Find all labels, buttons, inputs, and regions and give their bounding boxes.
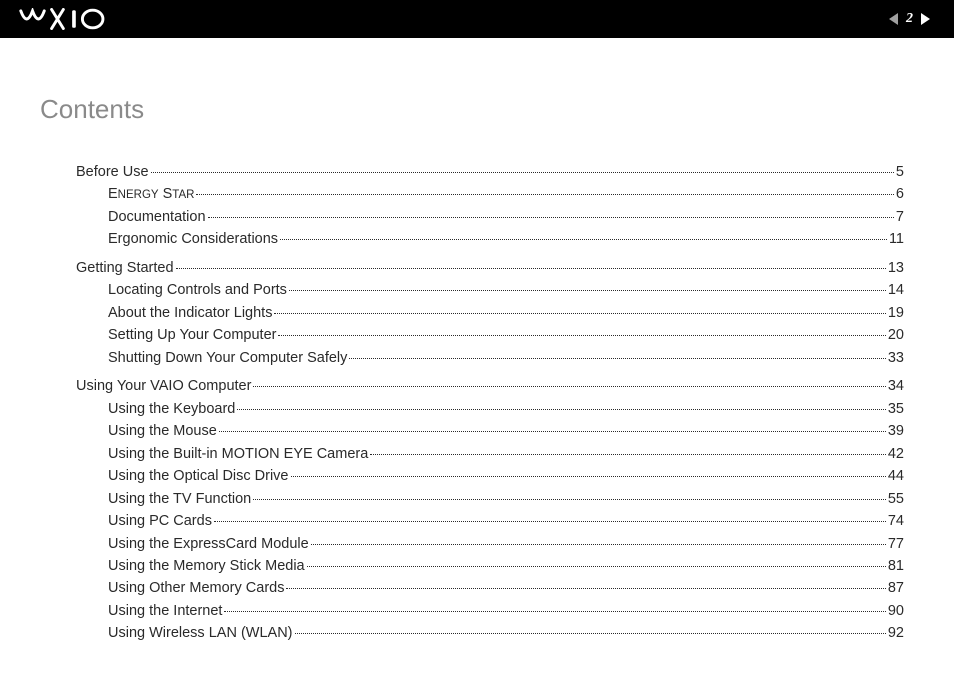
toc-label: Using the Optical Disc Drive (108, 465, 289, 487)
toc-label: Using the Internet (108, 600, 222, 622)
prev-page-arrow-icon[interactable] (889, 13, 898, 25)
toc-page-number: 39 (888, 420, 904, 442)
toc-leader (176, 268, 886, 269)
toc-page-number: 77 (888, 533, 904, 555)
toc-leader (208, 217, 894, 218)
toc-page-number: 42 (888, 443, 904, 465)
toc-label: Before Use (76, 161, 149, 183)
next-page-arrow-icon[interactable] (921, 13, 930, 25)
toc-label: About the Indicator Lights (108, 302, 272, 324)
toc-label: Using the Built-in MOTION EYE Camera (108, 443, 368, 465)
toc-label: Getting Started (76, 257, 174, 279)
toc-label: Documentation (108, 206, 206, 228)
toc-label: Using the Keyboard (108, 398, 235, 420)
toc-page-number: 19 (888, 302, 904, 324)
toc-entry[interactable]: Ergonomic Considerations 11 (76, 228, 904, 250)
toc-entry[interactable]: Using Your VAIO Computer 34 (76, 375, 904, 397)
toc-entry[interactable]: Using the Internet 90 (76, 600, 904, 622)
vaio-logo (18, 8, 138, 30)
toc-leader (219, 431, 886, 432)
toc-entry[interactable]: Shutting Down Your Computer Safely 33 (76, 347, 904, 369)
toc-label: Locating Controls and Ports (108, 279, 287, 301)
toc-leader (253, 499, 886, 500)
toc-page-number: 5 (896, 161, 904, 183)
toc-leader (286, 588, 885, 589)
toc-entry[interactable]: Getting Started 13 (76, 257, 904, 279)
toc-leader (253, 386, 885, 387)
toc-entry[interactable]: Using PC Cards 74 (76, 510, 904, 532)
toc-page-number: 7 (896, 206, 904, 228)
toc-leader (311, 544, 886, 545)
toc-page-number: 81 (888, 555, 904, 577)
toc-entry[interactable]: Documentation 7 (76, 206, 904, 228)
toc-entry[interactable]: Using the Optical Disc Drive 44 (76, 465, 904, 487)
toc-page-number: 14 (888, 279, 904, 301)
toc-entry[interactable]: Setting Up Your Computer 20 (76, 324, 904, 346)
toc-label: Using Other Memory Cards (108, 577, 284, 599)
toc-entry[interactable]: ENERGY STAR 6 (76, 183, 904, 205)
toc-page-number: 87 (888, 577, 904, 599)
toc-entry[interactable]: Using the ExpressCard Module 77 (76, 533, 904, 555)
toc-leader (278, 335, 885, 336)
toc-leader (370, 454, 886, 455)
toc-leader (291, 476, 886, 477)
toc-page-number: 33 (888, 347, 904, 369)
toc-label: Using the Mouse (108, 420, 217, 442)
toc-label: Using the TV Function (108, 488, 251, 510)
toc-entry[interactable]: Using the Built-in MOTION EYE Camera 42 (76, 443, 904, 465)
toc-entry[interactable]: Using the Memory Stick Media 81 (76, 555, 904, 577)
toc-page-number: 74 (888, 510, 904, 532)
toc-page-number: 20 (888, 324, 904, 346)
toc-entry[interactable]: Using the TV Function 55 (76, 488, 904, 510)
toc-leader (289, 290, 886, 291)
toc-page-number: 13 (888, 257, 904, 279)
toc-label: Using PC Cards (108, 510, 212, 532)
contents-title: Contents (40, 94, 914, 125)
toc-page-number: 92 (888, 622, 904, 644)
toc-entry[interactable]: Before Use 5 (76, 161, 904, 183)
toc-leader (237, 409, 886, 410)
toc-leader (196, 194, 893, 195)
toc-leader (280, 239, 887, 240)
toc-page-number: 55 (888, 488, 904, 510)
toc-entry[interactable]: Using the Mouse 39 (76, 420, 904, 442)
toc-entry[interactable]: Using the Keyboard 35 (76, 398, 904, 420)
toc-label: Using the Memory Stick Media (108, 555, 305, 577)
toc-label: Shutting Down Your Computer Safely (108, 347, 347, 369)
toc-label: Using the ExpressCard Module (108, 533, 309, 555)
toc-leader (295, 633, 886, 634)
toc-leader (224, 611, 885, 612)
toc-label: Using Your VAIO Computer (76, 375, 251, 397)
toc-label: Ergonomic Considerations (108, 228, 278, 250)
toc-entry[interactable]: Locating Controls and Ports 14 (76, 279, 904, 301)
toc-label: Using Wireless LAN (WLAN) (108, 622, 293, 644)
toc-entry[interactable]: Using Wireless LAN (WLAN) 92 (76, 622, 904, 644)
toc-page-number: 90 (888, 600, 904, 622)
page-number: 2 (904, 11, 915, 27)
toc-leader (307, 566, 886, 567)
toc-page-number: 6 (896, 183, 904, 205)
toc-label: Setting Up Your Computer (108, 324, 276, 346)
toc-page-number: 34 (888, 375, 904, 397)
table-of-contents: Before Use5ENERGY STAR6Documentation7Erg… (40, 161, 914, 645)
toc-page-number: 44 (888, 465, 904, 487)
toc-leader (151, 172, 894, 173)
toc-entry[interactable]: Using Other Memory Cards 87 (76, 577, 904, 599)
toc-page-number: 11 (889, 228, 904, 250)
toc-leader (349, 358, 885, 359)
toc-page-number: 35 (888, 398, 904, 420)
page-navigation: 2 (889, 11, 930, 27)
toc-label: ENERGY STAR (108, 183, 194, 205)
toc-leader (274, 313, 885, 314)
toc-entry[interactable]: About the Indicator Lights 19 (76, 302, 904, 324)
toc-leader (214, 521, 886, 522)
header-bar: 2 (0, 0, 954, 38)
page-content: Contents Before Use5ENERGY STAR6Document… (0, 38, 954, 645)
